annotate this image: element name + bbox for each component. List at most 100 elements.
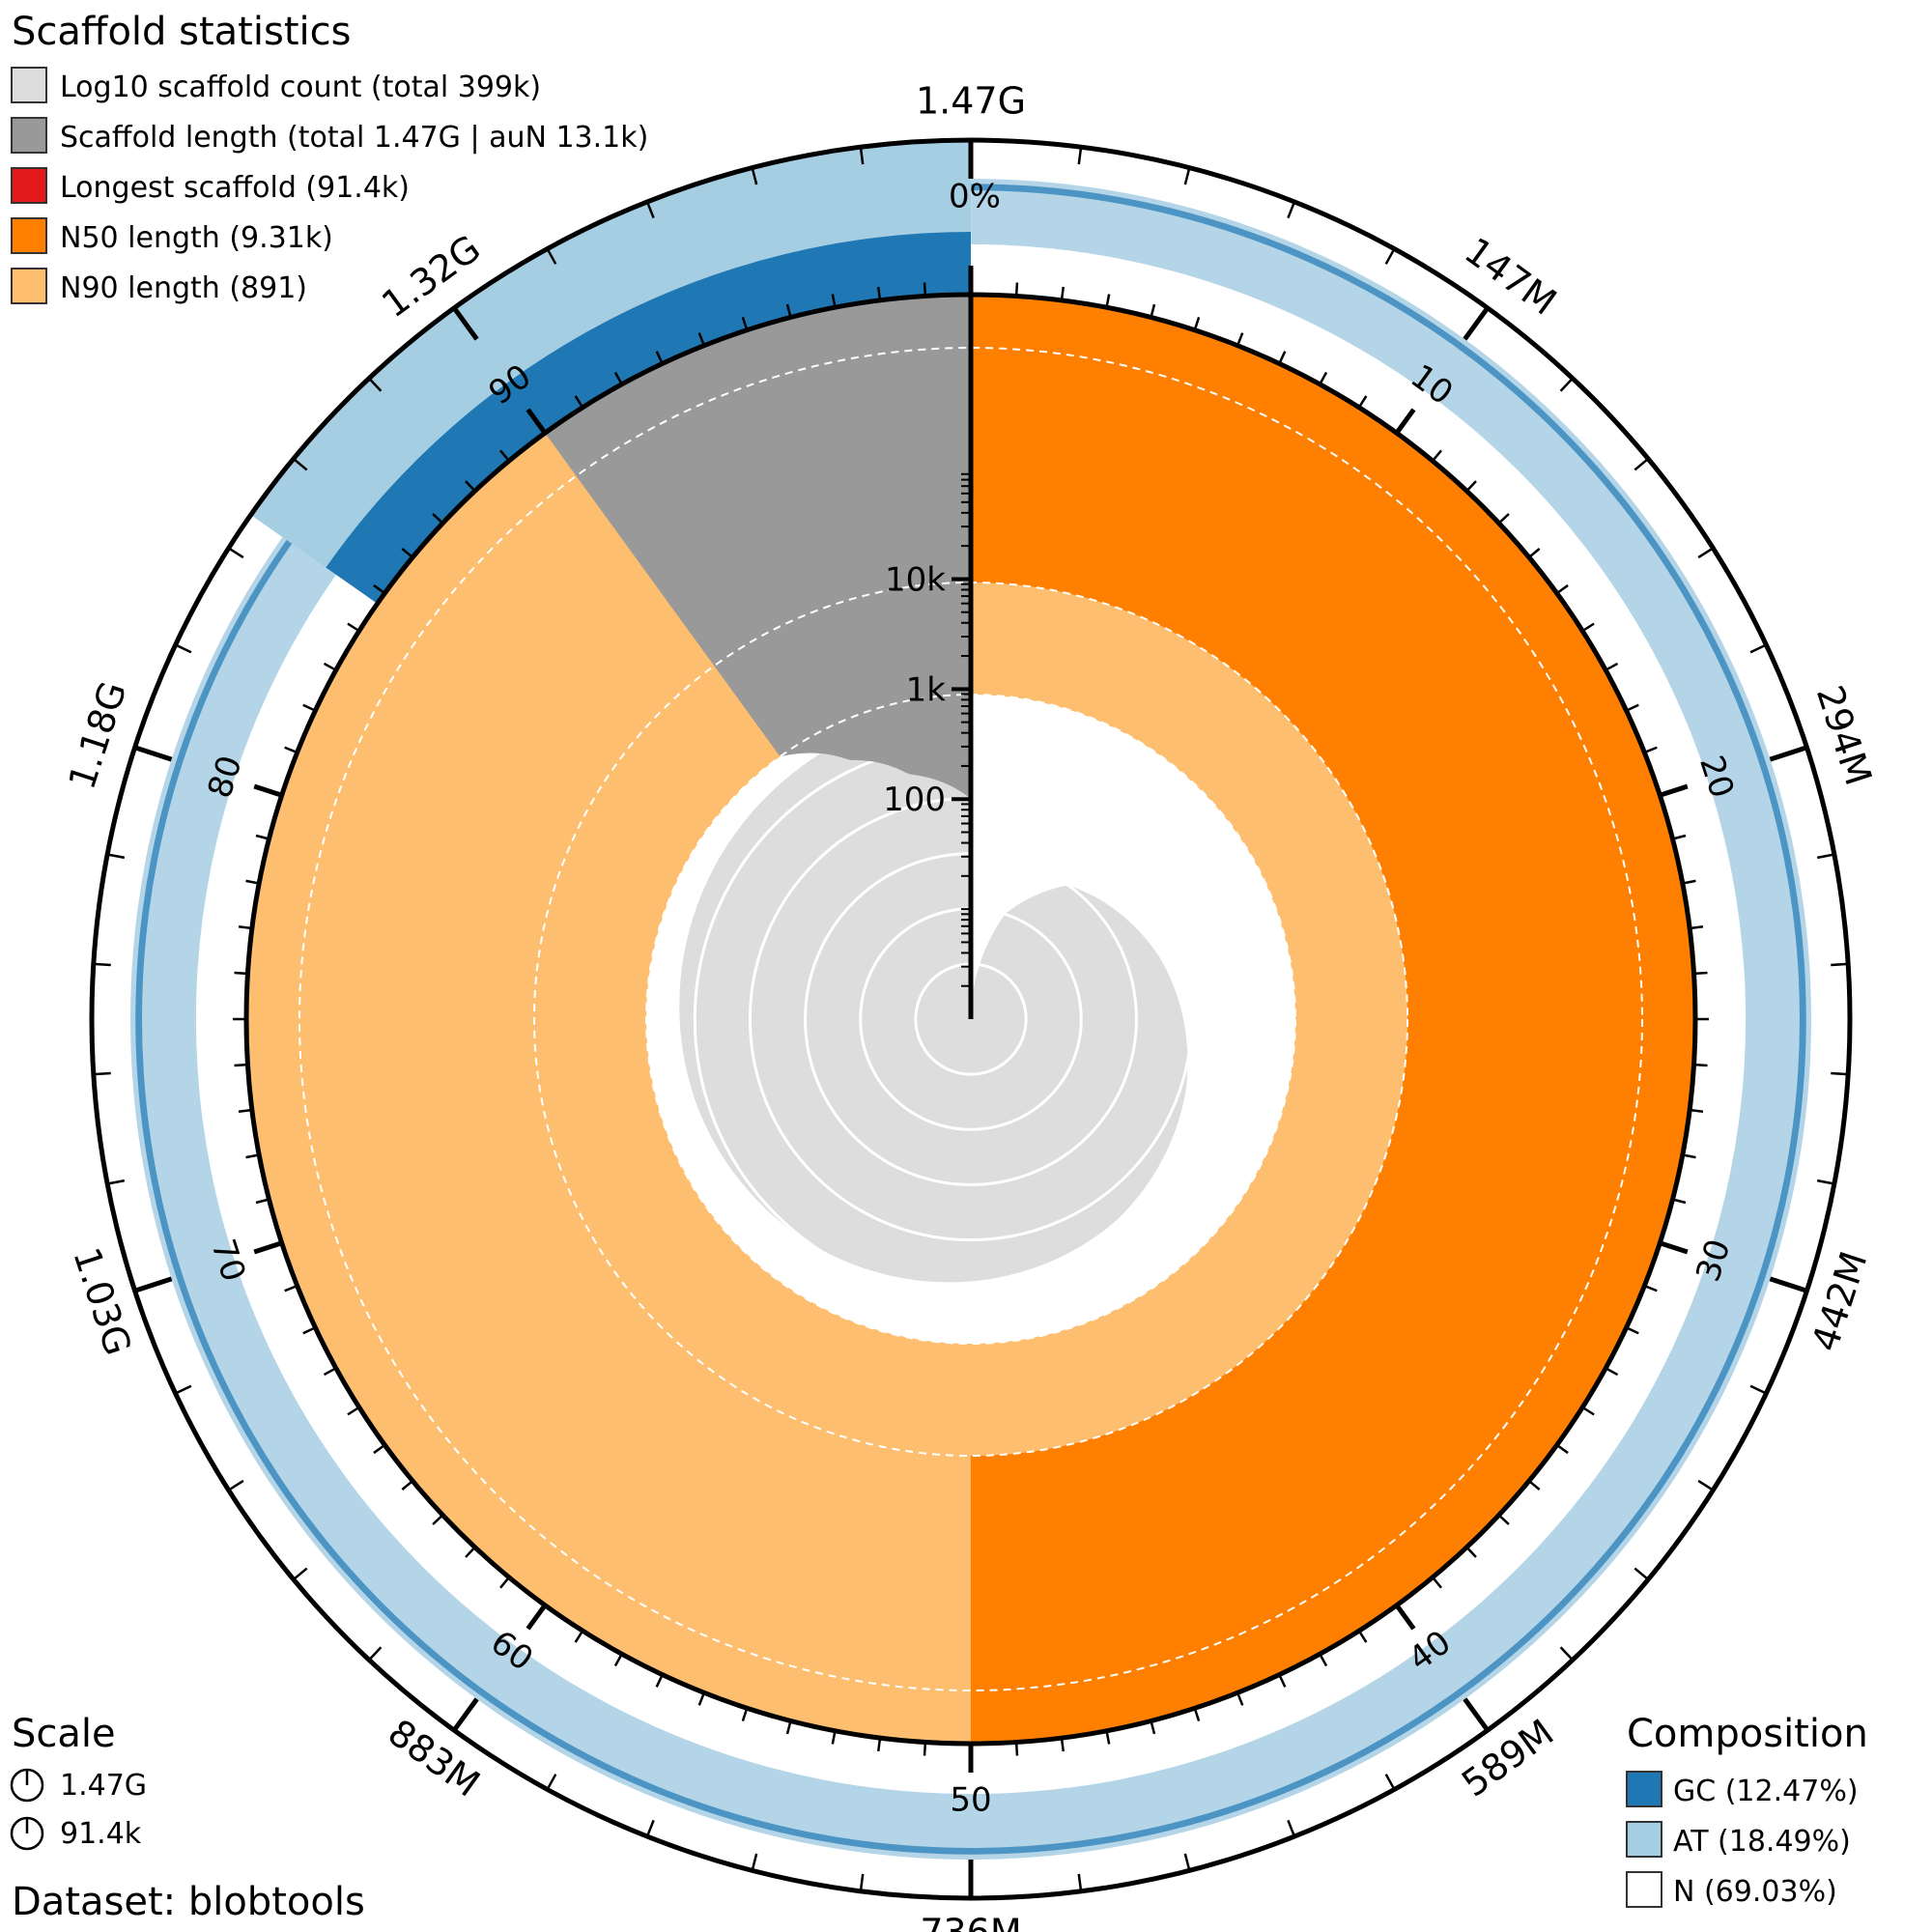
percent-tick: [255, 834, 270, 840]
percent-tick: [1626, 1326, 1639, 1335]
legend-item-count: Log10 scaffold count (total 399k): [11, 67, 541, 104]
outer-axis-label: 294M: [1808, 680, 1880, 790]
legend-title: Scaffold statistics: [12, 10, 351, 54]
composition-label: AT (18.49%): [1673, 1825, 1851, 1859]
percent-tick: [574, 1630, 584, 1643]
percent-tick: [1672, 834, 1687, 840]
percent-tick: [613, 371, 623, 385]
percent-tick: [1278, 351, 1287, 364]
outer-tick: [368, 377, 383, 392]
legend-item-length: Scaffold length (total 1.47G | auN 13.1k…: [11, 117, 648, 155]
outer-tick: [227, 1479, 244, 1492]
percent-tick: [1060, 286, 1065, 301]
dataset-label: Dataset: blobtools: [12, 1880, 365, 1924]
percent-tick: [1682, 879, 1696, 885]
percent-tick: [1581, 1406, 1595, 1416]
percent-tick: [1556, 583, 1569, 595]
outer-tick: [293, 457, 308, 471]
legend-label: Scaffold length (total 1.47G | auN 13.1k…: [60, 121, 648, 155]
percent-axis-label: 50: [950, 1781, 991, 1820]
percent-tick: [1693, 971, 1708, 976]
outer-tick: [133, 745, 173, 762]
outer-tick: [1697, 1479, 1715, 1492]
percent-tick: [923, 1742, 927, 1756]
percent-tick: [1497, 1514, 1510, 1525]
percent-tick: [655, 1674, 664, 1688]
percent-tick: [1643, 1284, 1658, 1293]
composition-item-at: AT (18.49%): [1626, 1821, 1851, 1859]
percent-tick: [465, 1546, 476, 1558]
percent-tick: [1659, 783, 1689, 798]
percent-tick: [613, 1653, 623, 1667]
outer-tick: [1559, 1646, 1574, 1662]
outer-axis-label: 1.47G: [916, 80, 1026, 123]
outer-tick: [751, 167, 758, 185]
percent-tick: [1682, 1153, 1696, 1159]
outer-tick: [133, 1276, 173, 1293]
percent-tick: [741, 1707, 749, 1721]
scale-legend: Scale 1.47G 91.4k Dataset: blobtools: [10, 1712, 365, 1924]
legend-label: N90 length (891): [60, 271, 307, 305]
percent-tick: [831, 1730, 837, 1745]
percent-tick: [1643, 746, 1658, 754]
percent-tick: [465, 480, 476, 493]
composition-legend: Composition GC (12.47%) AT (18.49%) N (6…: [1626, 1712, 1868, 1909]
percent-tick: [1528, 1480, 1541, 1491]
percent-tick: [347, 1406, 360, 1416]
legend-label: N50 length (9.31k): [60, 221, 333, 255]
outer-tick: [1384, 247, 1396, 265]
scale-item-span: 1.47G: [10, 1768, 147, 1803]
percent-tick: [526, 1604, 548, 1631]
percent-tick: [432, 1514, 444, 1525]
outer-tick: [1559, 377, 1574, 392]
outer-tick: [1183, 167, 1191, 185]
percent-tick: [1357, 1630, 1368, 1643]
percent-tick: [785, 1720, 792, 1735]
outer-tick: [1634, 1567, 1649, 1581]
percent-tick: [302, 1326, 316, 1335]
outer-tick: [1463, 306, 1490, 341]
percent-tick: [253, 783, 283, 798]
outer-axis-label: 883M: [381, 1711, 488, 1805]
outer-tick: [546, 247, 557, 265]
percent-tick: [245, 879, 260, 885]
percent-tick: [1105, 294, 1111, 308]
percent-tick: [1278, 1674, 1287, 1688]
outer-tick: [175, 1384, 192, 1395]
outer-tick: [368, 1646, 383, 1662]
percent-tick: [1432, 449, 1442, 462]
percent-tick: [1689, 925, 1704, 930]
n50-band: [971, 295, 1695, 1744]
legend-label: Longest scaffold (91.4k): [60, 171, 410, 205]
percent-tick: [1394, 408, 1416, 435]
percent-tick: [401, 548, 413, 558]
outer-tick: [293, 1567, 308, 1581]
outer-axis-label: 1.03G: [65, 1242, 139, 1360]
outer-tick: [1287, 1819, 1296, 1837]
outer-tick: [1287, 201, 1296, 219]
percent-tick: [1556, 1443, 1569, 1455]
percent-tick: [284, 1284, 298, 1293]
outer-axis-label: 589M: [1454, 1711, 1561, 1805]
percent-tick: [1150, 303, 1156, 318]
outer-tick: [859, 1873, 865, 1891]
outer-tick: [1077, 1873, 1083, 1891]
percent-tick: [785, 303, 792, 318]
percent-tick: [238, 1108, 253, 1113]
percent-tick: [1319, 1653, 1328, 1667]
outer-tick: [1831, 962, 1849, 967]
legend-item-n50: N50 length (9.31k): [11, 217, 333, 255]
percent-tick: [877, 286, 882, 301]
scale-label: 91.4k: [60, 1817, 142, 1851]
composition-item-n: N (69.03%): [1626, 1871, 1837, 1909]
composition-title: Composition: [1627, 1712, 1868, 1756]
percent-tick: [655, 351, 664, 364]
outer-tick: [1816, 1179, 1835, 1185]
percent-tick: [831, 294, 837, 308]
outer-tick: [93, 962, 111, 967]
percent-tick: [1605, 1367, 1619, 1377]
percent-tick: [499, 1577, 510, 1589]
outer-tick: [1634, 457, 1649, 471]
outer-tick: [175, 643, 192, 654]
